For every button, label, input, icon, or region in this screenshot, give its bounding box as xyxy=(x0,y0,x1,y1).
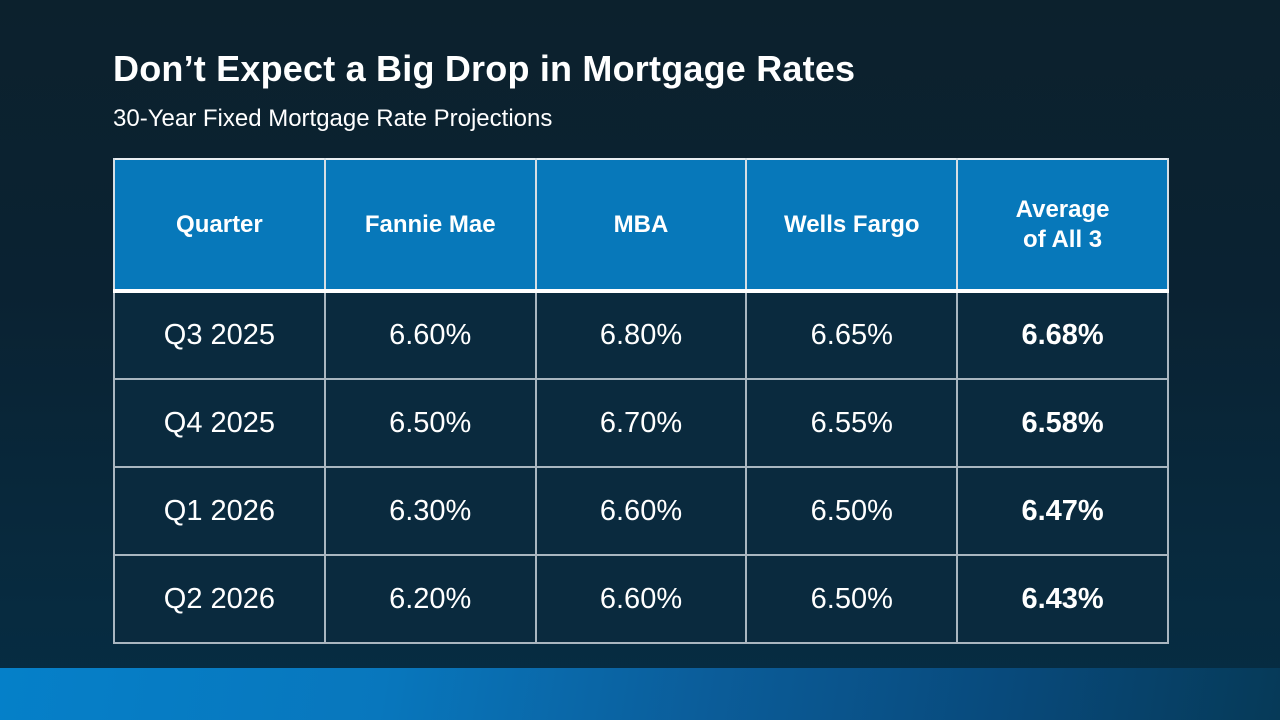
rate-cell: 6.70% xyxy=(534,378,748,468)
rate-cell: 6.60% xyxy=(534,466,748,556)
column-header: Quarter xyxy=(113,159,326,293)
rate-cell: 6.60% xyxy=(323,290,537,380)
slide-title: Don’t Expect a Big Drop in Mortgage Rate… xyxy=(113,48,856,89)
rate-cell: 6.50% xyxy=(323,378,537,468)
mortgage-rate-projections-table: Quarter Fannie Mae MBA Wells Fargo Average o… xyxy=(113,158,1169,644)
quarter-cell: Q2 2026 xyxy=(113,554,326,644)
average-cell: 6.47% xyxy=(956,466,1169,556)
column-header: Average of All 3 xyxy=(956,159,1169,293)
bottom-accent-bar xyxy=(0,668,1280,720)
quarter-cell: Q4 2025 xyxy=(113,378,326,468)
rate-cell: 6.30% xyxy=(323,466,537,556)
table-row: Q2 2026 6.20% 6.60% 6.50% 6.43% xyxy=(113,554,1169,644)
column-header: Wells Fargo xyxy=(745,159,959,293)
average-cell: 6.68% xyxy=(956,290,1169,380)
rate-cell: 6.60% xyxy=(534,554,748,644)
rate-cell: 6.55% xyxy=(745,378,959,468)
table-body: Q3 2025 6.60% 6.80% 6.65% 6.68% Q4 2025 6.50% 6… xyxy=(113,290,1169,644)
rate-cell: 6.20% xyxy=(323,554,537,644)
table-row: Q1 2026 6.30% 6.60% 6.50% 6.47% xyxy=(113,466,1169,556)
table-row: Q4 2025 6.50% 6.70% 6.55% 6.58% xyxy=(113,378,1169,468)
column-header: MBA xyxy=(534,159,748,293)
rate-cell: 6.65% xyxy=(745,290,959,380)
quarter-cell: Q1 2026 xyxy=(113,466,326,556)
table-row: Q3 2025 6.60% 6.80% 6.65% 6.68% xyxy=(113,290,1169,380)
header-row: Quarter Fannie Mae MBA Wells Fargo Average o… xyxy=(113,159,1169,293)
rate-cell: 6.80% xyxy=(534,290,748,380)
column-header: Fannie Mae xyxy=(323,159,537,293)
slide-subtitle: 30-Year Fixed Mortgage Rate Projections xyxy=(113,105,553,132)
table-header: Quarter Fannie Mae MBA Wells Fargo Average o… xyxy=(113,159,1169,293)
quarter-cell: Q3 2025 xyxy=(113,290,326,380)
rate-cell: 6.50% xyxy=(745,466,959,556)
average-cell: 6.58% xyxy=(956,378,1169,468)
rate-cell: 6.50% xyxy=(745,554,959,644)
average-cell: 6.43% xyxy=(956,554,1169,644)
